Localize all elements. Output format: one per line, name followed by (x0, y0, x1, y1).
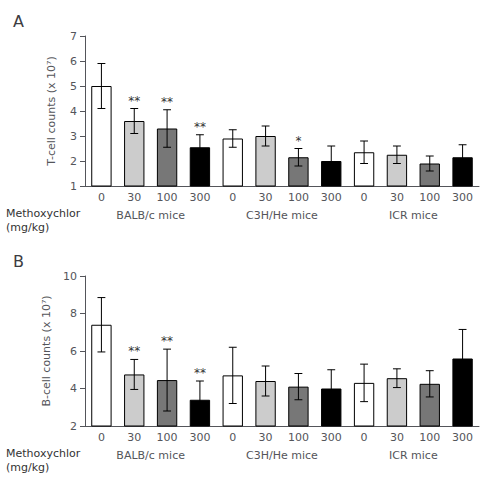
svg-text:5: 5 (70, 80, 77, 93)
svg-text:30: 30 (390, 191, 404, 204)
svg-text:*: * (295, 134, 301, 148)
svg-text:300: 300 (321, 191, 342, 204)
svg-text:300: 300 (189, 191, 210, 204)
svg-text:1: 1 (70, 180, 77, 193)
svg-text:300: 300 (452, 431, 473, 444)
svg-text:C3H/He mice: C3H/He mice (246, 449, 318, 462)
svg-text:**: ** (194, 366, 206, 380)
svg-text:0: 0 (361, 191, 368, 204)
svg-text:**: ** (128, 94, 140, 108)
svg-text:0: 0 (98, 431, 105, 444)
svg-text:ICR mice: ICR mice (389, 209, 438, 222)
svg-text:A: A (13, 12, 24, 31)
svg-text:10: 10 (63, 270, 77, 283)
svg-text:**: ** (128, 344, 140, 358)
svg-text:B-cell counts (x 10⁷): B-cell counts (x 10⁷) (40, 295, 53, 406)
svg-text:100: 100 (157, 431, 178, 444)
svg-text:30: 30 (390, 431, 404, 444)
svg-text:100: 100 (419, 431, 440, 444)
svg-text:100: 100 (157, 191, 178, 204)
svg-text:ICR mice: ICR mice (389, 449, 438, 462)
svg-text:BALB/c mice: BALB/c mice (116, 449, 185, 462)
svg-text:2: 2 (70, 420, 77, 433)
svg-text:100: 100 (288, 191, 309, 204)
svg-text:7: 7 (70, 30, 77, 43)
svg-text:**: ** (161, 334, 173, 348)
svg-text:6: 6 (70, 55, 77, 68)
svg-text:(mg/kg): (mg/kg) (6, 461, 49, 474)
svg-text:0: 0 (98, 191, 105, 204)
svg-text:30: 30 (259, 431, 273, 444)
svg-text:30: 30 (127, 431, 141, 444)
svg-text:Methoxychlor: Methoxychlor (6, 207, 81, 220)
svg-text:300: 300 (189, 431, 210, 444)
svg-text:300: 300 (321, 431, 342, 444)
svg-text:8: 8 (70, 307, 77, 320)
svg-text:0: 0 (229, 431, 236, 444)
svg-text:2: 2 (70, 155, 77, 168)
svg-text:6: 6 (70, 345, 77, 358)
svg-text:(mg/kg): (mg/kg) (6, 221, 49, 234)
svg-text:BALB/c mice: BALB/c mice (116, 209, 185, 222)
svg-text:3: 3 (70, 130, 77, 143)
svg-text:C3H/He mice: C3H/He mice (246, 209, 318, 222)
svg-text:0: 0 (361, 431, 368, 444)
svg-text:4: 4 (70, 105, 77, 118)
svg-text:B: B (13, 252, 24, 271)
svg-text:300: 300 (452, 191, 473, 204)
svg-text:0: 0 (229, 191, 236, 204)
svg-text:**: ** (194, 120, 206, 134)
svg-text:30: 30 (127, 191, 141, 204)
svg-text:30: 30 (259, 191, 273, 204)
svg-text:4: 4 (70, 382, 77, 395)
svg-text:Methoxychlor: Methoxychlor (6, 447, 81, 460)
svg-text:T-cell counts (x 10⁷): T-cell counts (x 10⁷) (45, 56, 58, 166)
svg-text:100: 100 (419, 191, 440, 204)
svg-text:100: 100 (288, 431, 309, 444)
svg-text:**: ** (161, 95, 173, 109)
